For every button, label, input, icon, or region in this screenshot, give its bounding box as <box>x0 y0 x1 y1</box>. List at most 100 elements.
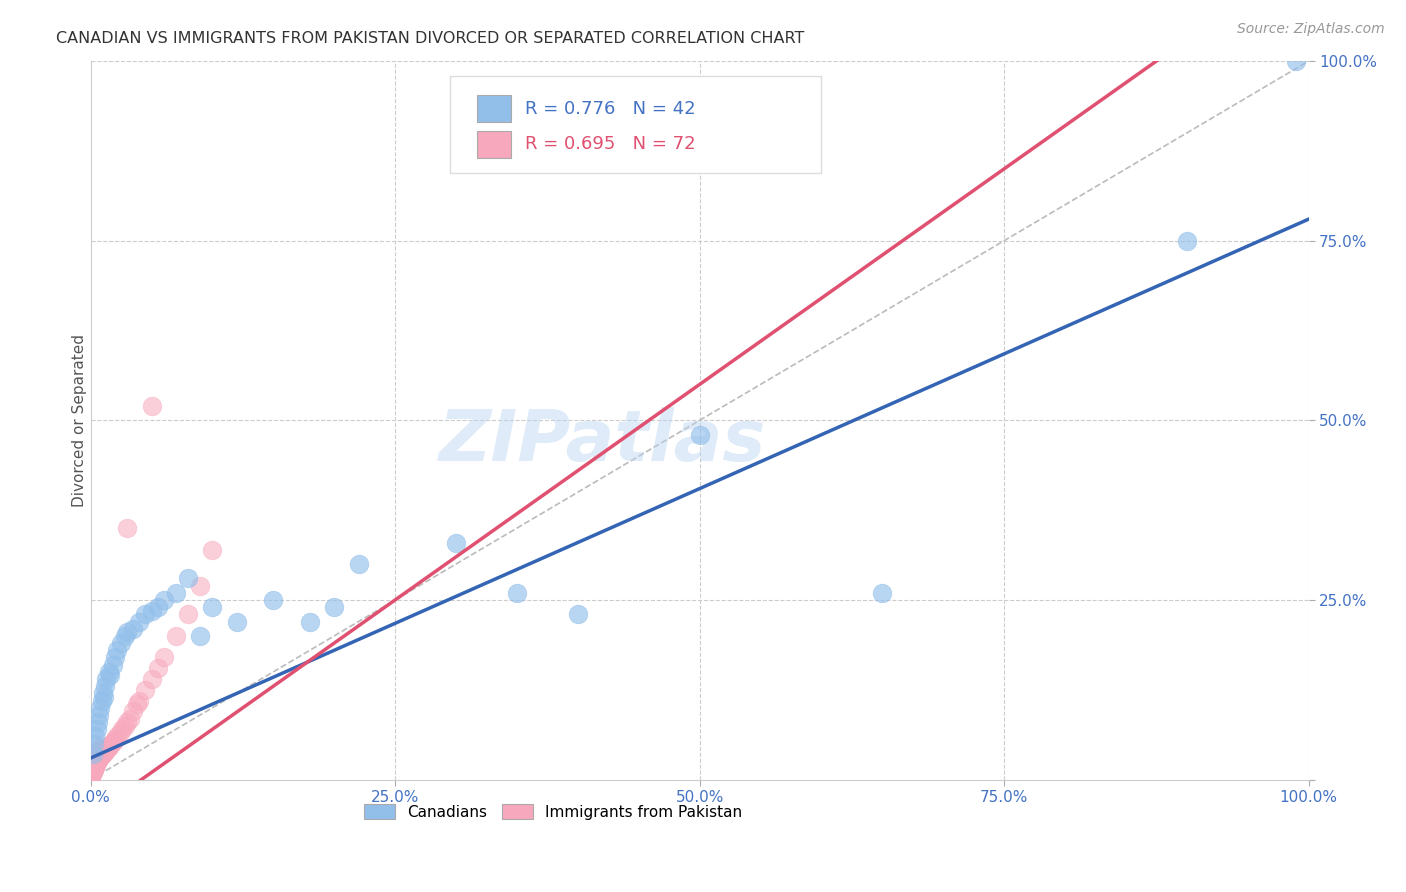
Point <box>152 593 174 607</box>
Point <box>83 759 105 773</box>
Point <box>86 755 108 769</box>
Point <box>87 752 110 766</box>
Point <box>91 686 114 700</box>
Y-axis label: Divorced or Separated: Divorced or Separated <box>72 334 87 507</box>
Point <box>84 730 107 744</box>
Point <box>83 762 105 776</box>
Point <box>506 586 529 600</box>
Point <box>115 625 138 640</box>
Point <box>177 607 200 622</box>
Point <box>107 643 129 657</box>
Point <box>94 744 117 758</box>
Point <box>97 741 120 756</box>
Point <box>98 738 121 752</box>
Point <box>83 737 105 751</box>
Point <box>152 650 174 665</box>
Point <box>870 586 893 600</box>
Point <box>93 690 115 704</box>
Point <box>91 747 114 762</box>
Point <box>90 693 112 707</box>
Text: Source: ZipAtlas.com: Source: ZipAtlas.com <box>1237 22 1385 37</box>
Point <box>146 661 169 675</box>
Point <box>347 557 370 571</box>
Point <box>82 764 104 778</box>
Point <box>201 542 224 557</box>
Point <box>89 745 111 759</box>
FancyBboxPatch shape <box>477 95 510 122</box>
Text: ZIPatlas: ZIPatlas <box>439 408 766 476</box>
Point <box>86 755 108 769</box>
Point <box>86 723 108 737</box>
Point <box>141 604 163 618</box>
Point <box>83 759 105 773</box>
Point <box>444 535 467 549</box>
Point <box>83 762 105 776</box>
Point <box>90 742 112 756</box>
Point <box>84 756 107 771</box>
Point <box>146 600 169 615</box>
Point <box>689 427 711 442</box>
Point <box>89 750 111 764</box>
Point <box>165 586 187 600</box>
Point <box>177 571 200 585</box>
Point <box>87 747 110 762</box>
Point <box>83 761 105 775</box>
Point <box>96 742 118 756</box>
Point <box>225 615 247 629</box>
Point <box>134 607 156 622</box>
Point <box>115 521 138 535</box>
FancyBboxPatch shape <box>450 76 821 172</box>
Point <box>122 622 145 636</box>
Point <box>111 723 134 737</box>
Point <box>134 682 156 697</box>
Point <box>100 737 122 751</box>
Point <box>84 758 107 772</box>
Point <box>84 758 107 772</box>
Point <box>114 629 136 643</box>
Point <box>125 697 148 711</box>
Point <box>90 748 112 763</box>
Point <box>110 636 132 650</box>
Text: R = 0.776   N = 42: R = 0.776 N = 42 <box>526 100 696 118</box>
Point <box>97 665 120 679</box>
Point <box>188 579 211 593</box>
Point <box>141 399 163 413</box>
Point <box>84 756 107 771</box>
Point <box>128 693 150 707</box>
Point <box>89 700 111 714</box>
Point <box>128 615 150 629</box>
Point <box>83 763 105 777</box>
Point <box>82 765 104 780</box>
Point <box>94 679 117 693</box>
Point <box>262 593 284 607</box>
Point <box>82 765 104 780</box>
Point <box>97 739 120 754</box>
Point <box>87 715 110 730</box>
Point <box>87 753 110 767</box>
Point <box>1285 54 1308 69</box>
Point <box>188 629 211 643</box>
Point <box>93 745 115 759</box>
Point <box>89 708 111 723</box>
Point <box>567 607 589 622</box>
Point <box>86 756 108 770</box>
Point <box>101 735 124 749</box>
Point <box>93 746 115 760</box>
Point <box>90 740 112 755</box>
Point <box>96 672 118 686</box>
Point <box>94 743 117 757</box>
Point <box>118 712 141 726</box>
Point <box>80 767 103 781</box>
Text: R = 0.695   N = 72: R = 0.695 N = 72 <box>526 136 696 153</box>
FancyBboxPatch shape <box>477 131 510 158</box>
Point <box>165 629 187 643</box>
Point <box>107 730 129 744</box>
Point <box>82 765 104 780</box>
Point <box>80 769 103 783</box>
Point <box>83 760 105 774</box>
Point <box>98 668 121 682</box>
Point <box>323 600 346 615</box>
Point <box>103 734 125 748</box>
Point <box>82 764 104 778</box>
Point <box>108 726 131 740</box>
